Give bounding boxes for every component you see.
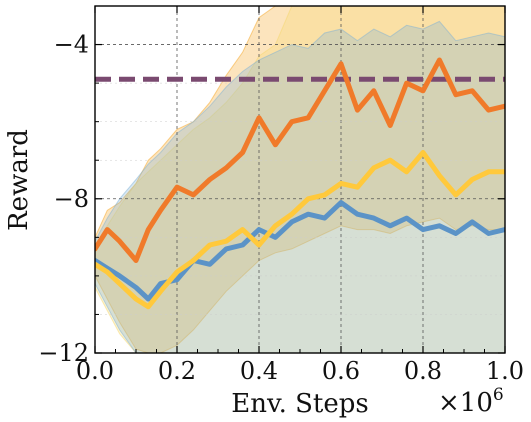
series-2-line xyxy=(95,150,505,310)
x-tick-label-0: 0.0 xyxy=(76,357,114,385)
ticks: 0.0 0.2 0.4 0.6 0.8 1.0 −12 −8 −4 xyxy=(38,5,524,385)
x-tick-label-2: 0.4 xyxy=(240,357,278,385)
y-axis-label: Reward xyxy=(4,129,34,231)
x-tick-label-3: 0.6 xyxy=(322,357,360,385)
x-axis-multiplier-base: ×10 xyxy=(438,388,493,418)
series-lines xyxy=(95,57,505,310)
y-tick-label-2: −4 xyxy=(54,31,89,59)
series-1-line xyxy=(95,57,505,263)
x-tick-label-4: 0.8 xyxy=(404,357,442,385)
x-axis-multiplier: ×106 xyxy=(438,385,504,418)
x-tick-label-5: 1.0 xyxy=(486,357,524,385)
x-axis-label: Env. Steps xyxy=(231,389,369,419)
series-3-band xyxy=(95,20,505,353)
grid xyxy=(95,6,505,353)
x-axis-multiplier-exponent: 6 xyxy=(493,385,504,405)
x-tick-label-1: 0.2 xyxy=(158,357,196,385)
y-tick-label-0: −12 xyxy=(38,339,89,367)
y-tick-label-1: −8 xyxy=(54,185,89,213)
series-3-line xyxy=(95,200,505,302)
